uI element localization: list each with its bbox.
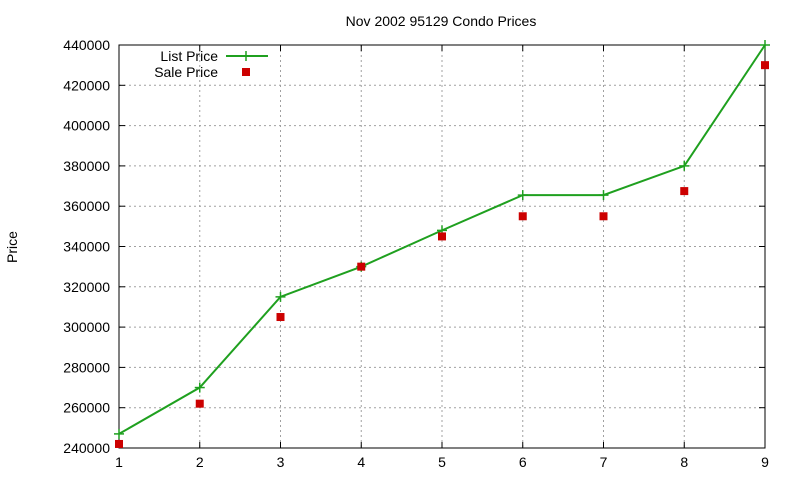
sale-price-point	[518, 212, 527, 221]
chart-title: Nov 2002 95129 Condo Prices	[346, 13, 537, 29]
list-price-point	[194, 382, 205, 393]
y-tick-label: 260000	[63, 400, 110, 416]
list-price-point	[760, 40, 770, 50]
legend-entry-list-price: List Price	[160, 48, 268, 64]
legend-marker-swatch	[242, 68, 250, 76]
y-tick-label: 420000	[63, 77, 110, 93]
list-price-point	[275, 291, 286, 302]
y-tick-label: 300000	[63, 319, 110, 335]
x-tick-label: 3	[277, 454, 285, 470]
grid	[119, 45, 765, 448]
sale-price-point	[276, 313, 285, 322]
y-tick-label: 380000	[63, 158, 110, 174]
sale-price-point	[599, 212, 608, 221]
y-tick-label: 360000	[63, 198, 110, 214]
legend-label: Sale Price	[154, 64, 218, 80]
x-tick-label: 2	[196, 454, 204, 470]
y-tick-label: 340000	[63, 239, 110, 255]
x-tick-label: 8	[680, 454, 688, 470]
sale-price-point	[115, 439, 123, 448]
x-tick-label: 7	[600, 454, 608, 470]
legend-marker-swatch	[241, 51, 251, 61]
sale-price-point	[195, 399, 204, 408]
series	[114, 40, 770, 448]
y-tick-label: 240000	[63, 440, 110, 456]
y-axis-label: Price	[4, 231, 20, 263]
y-tick-label: 280000	[63, 359, 110, 375]
sale-price-point	[761, 61, 769, 70]
sale-price-series	[115, 61, 769, 448]
sale-price-point	[357, 262, 366, 271]
y-tick-label: 320000	[63, 279, 110, 295]
y-tick-label: 440000	[63, 37, 110, 53]
y-tick-label: 400000	[63, 118, 110, 134]
legend-entry-sale-price: Sale Price	[154, 64, 250, 80]
axis-ticks: 240000 260000 280000 300000 320000 340000 3600…	[63, 37, 769, 470]
x-tick-label: 1	[115, 454, 123, 470]
list-price-point	[114, 428, 124, 439]
sale-price-point	[680, 187, 689, 196]
x-tick-label: 6	[519, 454, 527, 470]
x-tick-label: 4	[357, 454, 365, 470]
x-tick-label: 9	[761, 454, 769, 470]
sale-price-point	[438, 232, 446, 241]
list-price-point	[598, 190, 609, 201]
list-price-point	[517, 190, 528, 201]
legend-label: List Price	[160, 48, 218, 64]
x-tick-label: 5	[438, 454, 446, 470]
list-price-point	[679, 160, 690, 171]
